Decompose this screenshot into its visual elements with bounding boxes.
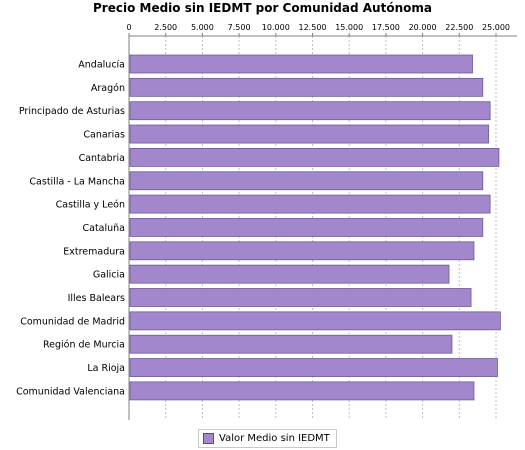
category-label: Principado de Asturias <box>19 106 125 117</box>
x-tick-label: 22.500 <box>445 23 473 32</box>
bar <box>129 54 473 74</box>
bar <box>129 311 501 331</box>
category-label: Illes Balears <box>68 293 125 304</box>
category-label: Canarias <box>83 130 125 141</box>
category-label: Región de Murcia <box>43 340 125 351</box>
bar <box>129 358 498 377</box>
x-tick-label: 10.000 <box>262 23 290 32</box>
bar <box>129 334 453 354</box>
category-label: Extremadura <box>63 246 125 257</box>
bar <box>129 101 491 121</box>
bar <box>129 147 500 167</box>
x-tick-label: 20.000 <box>409 23 437 32</box>
bar <box>129 171 484 191</box>
x-tick-label: 25.000 <box>482 23 510 32</box>
bar <box>129 124 490 144</box>
chart-title: Precio Medio sin IEDMT por Comunidad Aut… <box>93 1 432 15</box>
x-tick-label: 15.000 <box>335 23 363 32</box>
category-label: Cantabria <box>79 153 125 164</box>
x-tick-label: 17.500 <box>372 23 400 32</box>
category-label: Comunidad Valenciana <box>16 386 125 397</box>
legend-swatch <box>203 433 214 444</box>
bar <box>129 241 475 261</box>
category-label: Cataluña <box>82 223 125 234</box>
category-label: Galicia <box>93 270 125 281</box>
bar <box>129 218 484 237</box>
bar <box>129 288 472 307</box>
category-label: Castilla - La Mancha <box>29 176 125 187</box>
legend-label: Valor Medio sin IEDMT <box>219 433 330 444</box>
x-tick-label: 7.500 <box>228 23 251 32</box>
bar <box>129 77 484 97</box>
x-tick-label: 5.000 <box>191 23 214 32</box>
category-label: Castilla y León <box>56 200 125 211</box>
category-label: La Rioja <box>87 363 125 374</box>
category-labels: Andalucía Aragón Principado de Asturias Can… <box>16 60 125 398</box>
x-axis-ticks: 0 2.500 5.000 7.500 10.000 12.500 15.000 17.500… <box>126 23 510 36</box>
category-label: Andalucía <box>78 60 125 71</box>
x-tick-label: 12.500 <box>299 23 327 32</box>
category-label: Comunidad de Madrid <box>20 316 125 327</box>
bar <box>129 264 450 284</box>
x-tick-label: 0 <box>126 23 131 32</box>
legend: Valor Medio sin IEDMT <box>198 429 337 448</box>
bars <box>129 54 501 401</box>
bar <box>129 194 491 214</box>
category-label: Aragón <box>91 83 125 94</box>
bar <box>129 381 475 401</box>
x-tick-label: 2.500 <box>154 23 177 32</box>
